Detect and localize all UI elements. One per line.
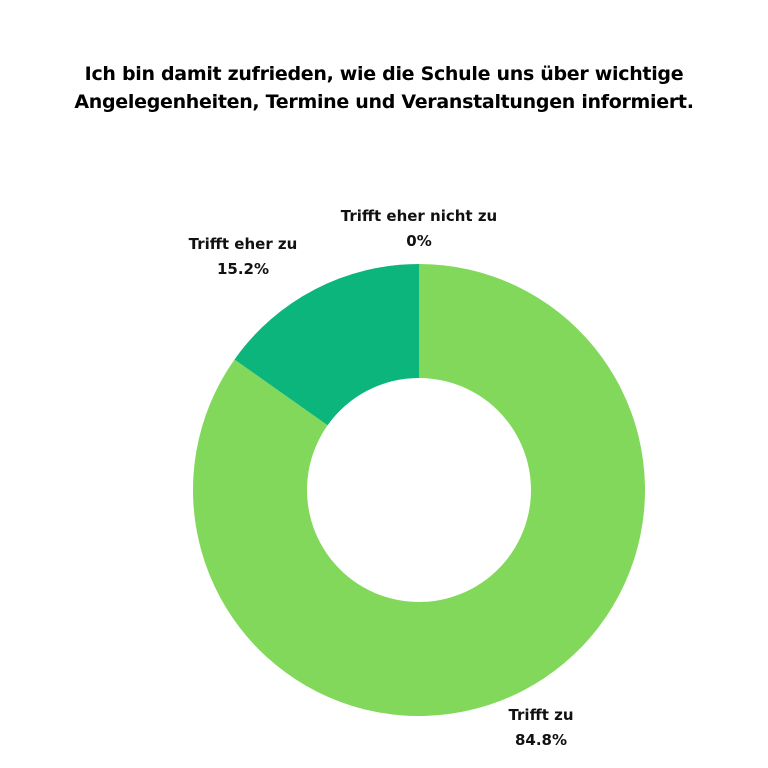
slice-label-trifft-zu: Trifft zu (508, 706, 573, 724)
slice-value-trifft-eher-nicht-zu: 0% (406, 232, 431, 250)
slice-label-trifft-eher-nicht-zu: Trifft eher nicht zu (341, 207, 498, 225)
slice-value-trifft-eher-zu: 15.2% (217, 260, 269, 278)
slice-label-trifft-eher-zu: Trifft eher zu (189, 235, 298, 253)
slice-value-trifft-zu: 84.8% (515, 731, 567, 749)
donut-slices (192, 264, 646, 716)
chart-title: Ich bin damit zufrieden, wie die Schule … (34, 60, 734, 116)
chart-title-line-2: Angelegenheiten, Termine und Veranstaltu… (74, 91, 694, 113)
slice-trifft-zu (192, 264, 646, 716)
chart-title-line-1: Ich bin damit zufrieden, wie die Schule … (84, 63, 684, 85)
slice-trifft-eher-zu (234, 264, 419, 426)
